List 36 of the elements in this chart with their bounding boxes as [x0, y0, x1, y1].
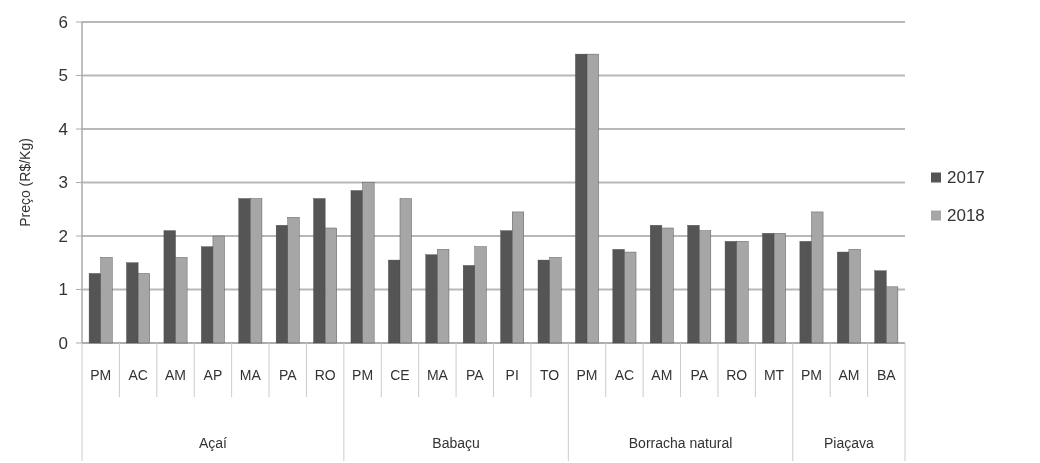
- x-tick-label: CE: [390, 366, 410, 383]
- text: Borracha natural: [628, 434, 733, 451]
- y-tick-label: 0: [58, 333, 68, 353]
- legend-label: 2018: [947, 206, 985, 226]
- text: Babaçu: [432, 434, 480, 451]
- x-tick-label: TO: [540, 366, 560, 383]
- y-tick-label: 3: [58, 173, 68, 193]
- y-axis-title: Preço (R$/Kg): [17, 138, 33, 227]
- x-tick-label: AP: [203, 366, 223, 383]
- x-tick-label: RO: [726, 366, 748, 383]
- y-tick-label: 5: [58, 66, 68, 86]
- x-tick-label: MA: [239, 366, 262, 383]
- x-tick-label: AC: [614, 366, 635, 383]
- x-tick-label: PM: [576, 366, 598, 383]
- x-tick-label: PM: [90, 366, 112, 383]
- text: Piaçava: [823, 434, 874, 451]
- x-tick-label: PI: [505, 366, 519, 383]
- x-tick-label: AM: [651, 366, 673, 383]
- x-tick-label: MT: [763, 366, 785, 383]
- x-tick-label: AM: [165, 366, 187, 383]
- x-tick-label: RO: [314, 366, 336, 383]
- x-tick-label: PM: [352, 366, 374, 383]
- x-tick-label: PA: [465, 366, 485, 383]
- x-tick-label: PM: [800, 366, 822, 383]
- x-tick-label: AM: [838, 366, 860, 383]
- x-tick-label: PA: [690, 366, 709, 383]
- y-tick-label: 2: [58, 226, 68, 246]
- x-tick-label: PA: [278, 366, 298, 383]
- x-tick-label: AC: [128, 366, 148, 383]
- y-tick-label: 1: [58, 280, 68, 300]
- legend-label: 2017: [947, 168, 985, 188]
- y-tick-label: 4: [58, 119, 68, 139]
- y-tick-label: 6: [58, 12, 68, 32]
- text: Açaí: [198, 434, 228, 451]
- x-tick-label: MA: [426, 366, 449, 383]
- x-tick-label: BA: [876, 366, 897, 383]
